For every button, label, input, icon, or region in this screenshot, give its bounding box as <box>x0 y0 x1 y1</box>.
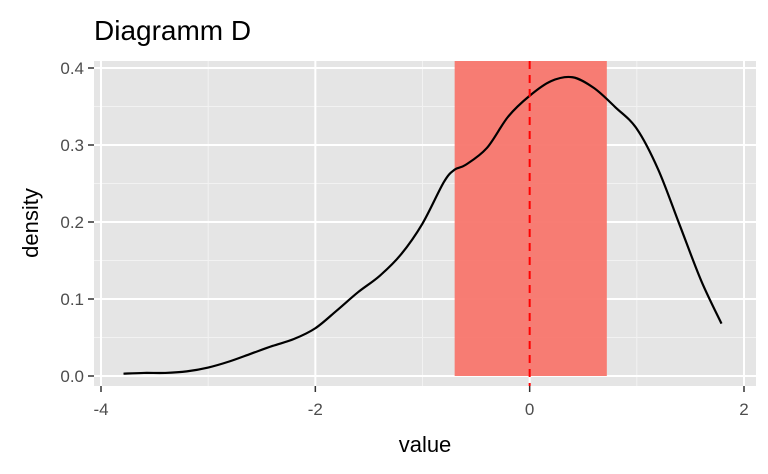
shaded-region <box>454 61 607 376</box>
x-tick-label: 0 <box>525 400 534 419</box>
x-tick-label: -4 <box>93 400 108 419</box>
x-tick-label: -2 <box>308 400 323 419</box>
x-axis: -4 -2 0 2 <box>93 386 749 419</box>
chart-title: Diagramm D <box>94 15 251 46</box>
y-axis: 0.0 0.1 0.2 0.3 0.4 <box>60 59 94 386</box>
x-axis-label: value <box>399 432 452 457</box>
y-tick-label: 0.3 <box>60 136 84 155</box>
density-curve <box>123 75 723 375</box>
y-tick-label: 0.4 <box>60 59 84 78</box>
y-tick-label: 0.2 <box>60 213 84 232</box>
plot-panel <box>94 61 756 386</box>
y-tick-label: 0.1 <box>60 290 84 309</box>
x-tick-label: 2 <box>739 400 748 419</box>
y-tick-label: 0.0 <box>60 367 84 386</box>
y-axis-label: density <box>18 188 43 258</box>
